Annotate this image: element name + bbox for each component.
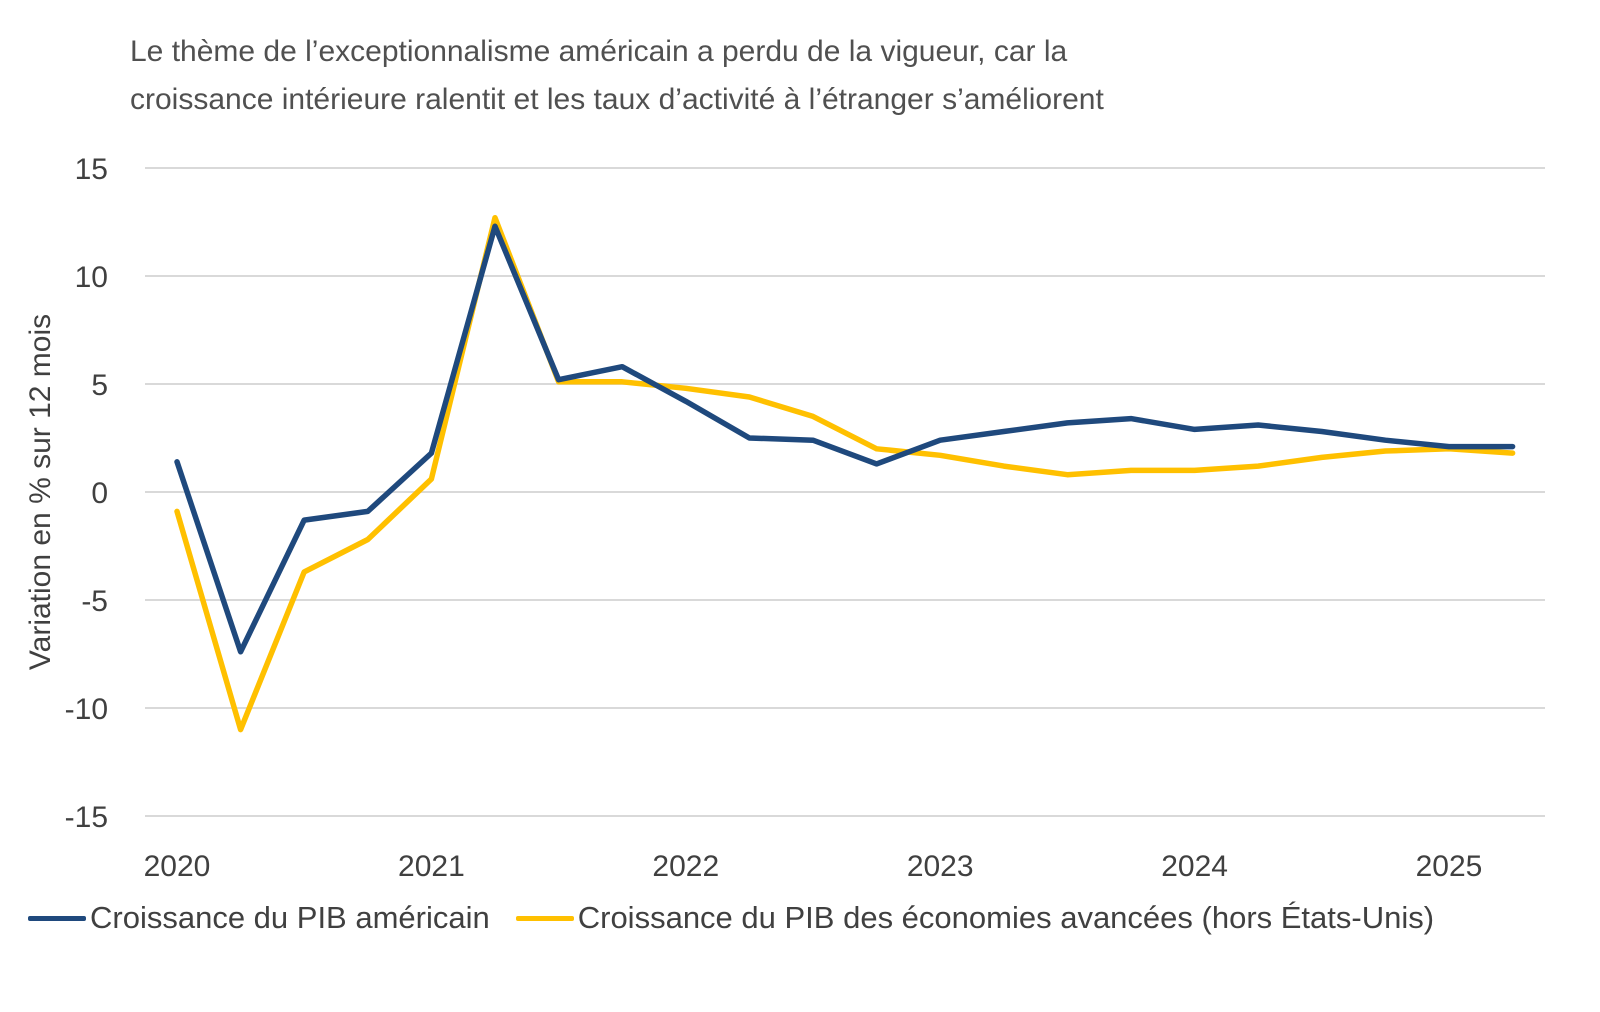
- y-tick-label: 10: [75, 261, 108, 294]
- chart-title: Le thème de l’exceptionnalisme américain…: [130, 28, 1104, 124]
- y-tick-label: -5: [81, 585, 108, 618]
- y-tick-label: 0: [91, 477, 108, 510]
- y-axis-label: Variation en % sur 12 mois: [24, 314, 57, 670]
- chart-title-line-2: croissance intérieure ralentit et les ta…: [130, 83, 1104, 116]
- series-line-us: [174, 223, 1516, 655]
- legend-label-us: Croissance du PIB américain: [90, 900, 490, 935]
- y-tick-label: 5: [91, 369, 108, 402]
- x-tick-label: 2022: [652, 850, 719, 883]
- series-line-advanced: [174, 214, 1516, 733]
- x-tick-label: 2023: [907, 850, 974, 883]
- legend: Croissance du PIB américain Croissance d…: [28, 900, 1460, 936]
- legend-item-advanced: Croissance du PIB des économies avancées…: [515, 900, 1435, 936]
- legend-label-advanced: Croissance du PIB des économies avancées…: [577, 900, 1435, 935]
- y-tick-label: -10: [65, 693, 108, 726]
- legend-item-us: Croissance du PIB américain: [28, 900, 490, 936]
- y-tick-label: -15: [65, 801, 108, 834]
- y-tick-label: 15: [75, 153, 108, 186]
- x-tick-label: 2025: [1416, 850, 1483, 883]
- x-tick-label: 2024: [1161, 850, 1228, 883]
- legend-swatch-us: [28, 915, 86, 921]
- x-tick-label: 2020: [144, 850, 211, 883]
- legend-swatch-advanced: [515, 915, 574, 921]
- chart-title-line-1: Le thème de l’exceptionnalisme américain…: [130, 35, 1068, 68]
- x-tick-label: 2021: [398, 850, 465, 883]
